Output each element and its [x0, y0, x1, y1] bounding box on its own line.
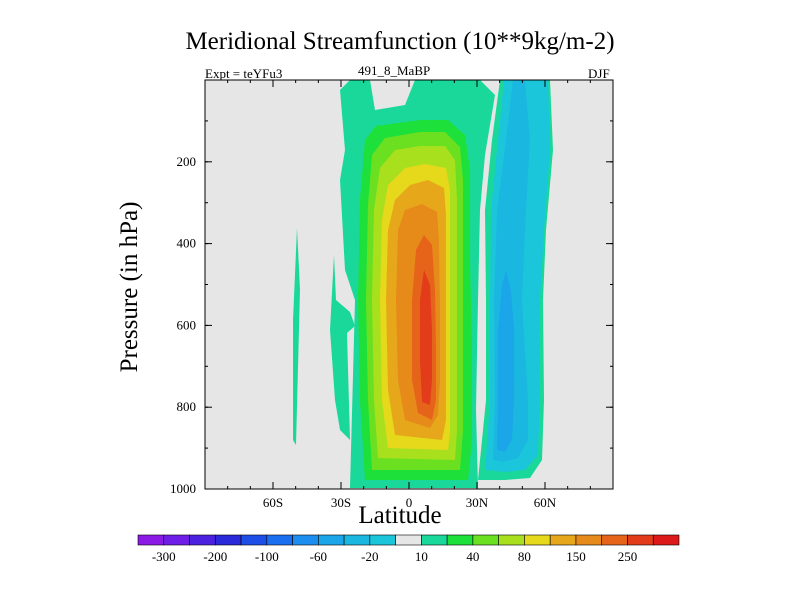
colorbar-swatch	[575, 534, 603, 546]
y-axis-ticks: 200 400 600 800 1000	[170, 79, 613, 496]
experiment-label: Expt = teYFu3	[205, 66, 283, 81]
colorbar-label: -60	[310, 549, 327, 564]
y-tick-label: 600	[177, 317, 197, 332]
colorbar-label: -100	[255, 549, 279, 564]
colorbar-swatch	[652, 534, 680, 546]
colorbar: -300 -200 -100 -60 -20 10 40 80 150 250	[137, 534, 680, 564]
colorbar-label: -20	[361, 549, 378, 564]
x-tick-label: 60S	[263, 495, 283, 510]
contour-sh-positive-mid	[330, 255, 355, 440]
colorbar-label: 10	[415, 549, 428, 564]
colorbar-label: 150	[566, 549, 586, 564]
colorbar-swatch	[627, 534, 654, 546]
colorbar-swatch	[240, 534, 268, 546]
colorbar-swatch	[524, 534, 551, 546]
colorbar-swatch	[292, 534, 319, 546]
colorbar-label: -200	[203, 549, 227, 564]
colorbar-label: -300	[152, 549, 176, 564]
contour-main-250	[420, 270, 432, 405]
x-axis-label: Latitude	[358, 502, 442, 529]
y-tick-label: 200	[177, 154, 197, 169]
x-tick-label: 30N	[466, 495, 489, 510]
colorbar-label: 80	[518, 549, 531, 564]
colorbar-swatch	[395, 534, 422, 546]
y-tick-label: 400	[177, 236, 197, 251]
colorbar-label: 40	[466, 549, 479, 564]
chart-title: Meridional Streamfunction (10**9kg/m-2)	[185, 28, 615, 55]
x-axis-ticks: 60S 30S 0 30N 60N	[204, 80, 614, 510]
colorbar-swatch	[163, 534, 190, 546]
colorbar-swatch	[549, 534, 577, 546]
contour-nh-negative-40	[497, 270, 514, 452]
colorbar-swatch	[343, 534, 371, 546]
contour-sh-positive-west	[293, 228, 300, 445]
x-tick-label: 0	[406, 495, 413, 510]
chart-subtitle: 491_8_MaBP	[358, 63, 431, 78]
x-tick-label: 60N	[534, 495, 557, 510]
colorbar-swatch	[189, 534, 216, 546]
colorbar-swatch	[369, 534, 396, 546]
colorbar-swatch	[214, 534, 242, 546]
colorbar-swatch	[498, 534, 525, 546]
y-tick-label: 1000	[170, 481, 196, 496]
y-tick-label: 800	[177, 399, 197, 414]
season-label: DJF	[588, 66, 610, 81]
colorbar-label: 250	[618, 549, 638, 564]
colorbar-swatch	[421, 534, 448, 546]
colorbar-swatch	[601, 534, 628, 546]
colorbar-swatch	[137, 534, 165, 546]
x-tick-label: 30S	[331, 495, 351, 510]
colorbar-swatch	[446, 534, 474, 546]
colorbar-swatch	[318, 534, 345, 546]
contour-sh-negative-outer	[238, 150, 265, 420]
colorbar-swatch	[472, 534, 499, 546]
colorbar-swatch	[266, 534, 293, 546]
